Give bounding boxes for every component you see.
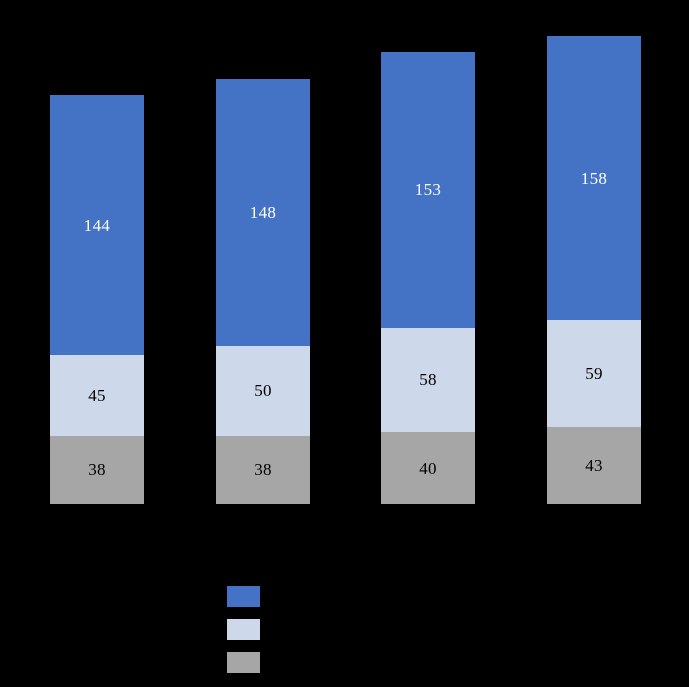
data-label: 58: [419, 370, 437, 390]
data-label: 158: [580, 168, 608, 188]
bar-segment-gray-bottom: 38: [50, 435, 144, 504]
bar-1: 144 45 38: [50, 95, 144, 504]
legend-swatch-gray: [227, 652, 260, 673]
bar-segment-gray-bottom: 43: [547, 426, 641, 504]
data-label: 38: [88, 460, 106, 480]
data-label: 38: [254, 460, 272, 480]
data-label: 45: [88, 385, 106, 405]
data-label: 153: [414, 180, 442, 200]
data-label: 59: [585, 364, 603, 384]
data-label: 40: [419, 458, 437, 478]
bar-segment-gray-bottom: 38: [216, 435, 310, 504]
bar-segment-blue-top: 153: [381, 52, 475, 328]
legend-swatch-blue: [227, 586, 260, 607]
bar-segment-blue-top: 144: [50, 95, 144, 355]
bar-segment-blue-top: 148: [216, 79, 310, 346]
bar-segment-blue-top: 158: [547, 36, 641, 321]
bar-3: 153 58 40: [381, 52, 475, 504]
bar-segment-light-blue-middle: 58: [381, 327, 475, 432]
legend-swatch-light-blue: [227, 619, 260, 640]
bar-4: 158 59 43: [547, 36, 641, 504]
bar-segment-gray-bottom: 40: [381, 432, 475, 504]
bar-segment-light-blue-middle: 50: [216, 345, 310, 436]
data-label: 148: [249, 202, 277, 222]
data-label: 43: [585, 455, 603, 475]
bar-2: 148 50 38: [216, 79, 310, 504]
data-label: 50: [254, 381, 272, 401]
bar-segment-light-blue-middle: 59: [547, 320, 641, 427]
bar-segment-light-blue-middle: 45: [50, 354, 144, 436]
data-label: 144: [83, 215, 111, 235]
legend: [227, 586, 260, 673]
